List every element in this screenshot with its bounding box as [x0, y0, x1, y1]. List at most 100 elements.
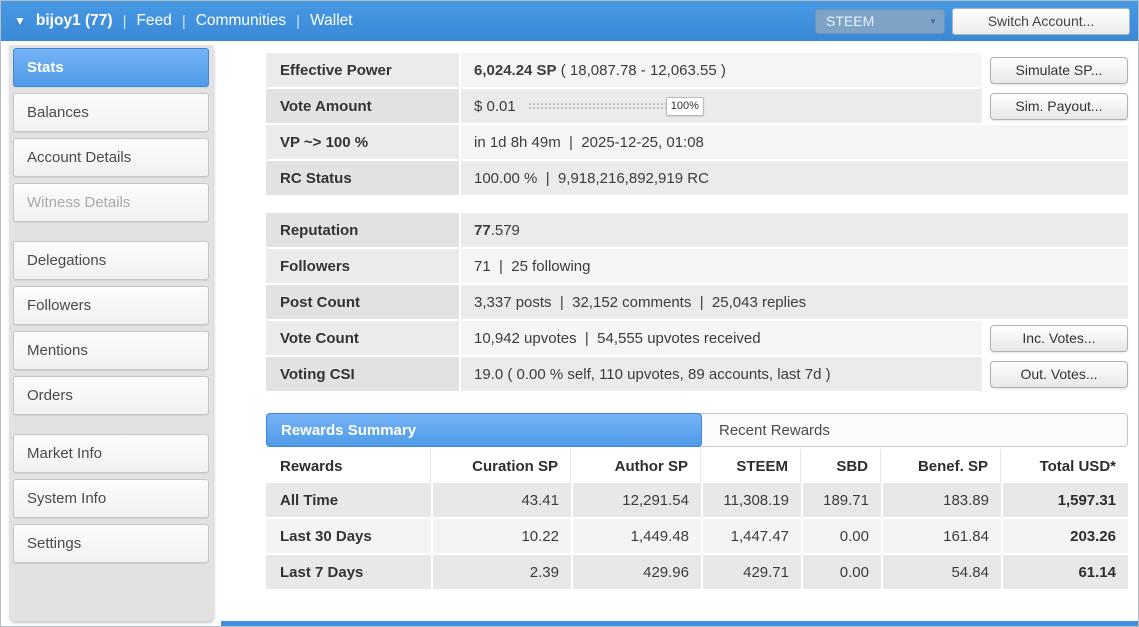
vote-count-label: Vote Count: [266, 321, 459, 355]
tab-label: Rewards Summary: [281, 421, 417, 439]
column-header-rewards: Rewards: [266, 449, 431, 483]
vote-count-value: 10,942 upvotes | 54,555 upvotes received: [461, 321, 982, 355]
cell-curation-sp: 10.22: [433, 519, 571, 553]
sidebar-item-delegations[interactable]: Delegations: [13, 241, 209, 280]
cell-author-sp: 1,449.48: [573, 519, 701, 553]
sidebar-item-label: Delegations: [27, 252, 107, 269]
vote-amount-label: Vote Amount: [266, 89, 459, 123]
token-select-value: STEEM: [826, 13, 875, 29]
sidebar-item-orders[interactable]: Orders: [13, 376, 209, 415]
cell-sbd: 0.00: [803, 519, 881, 553]
tab-label: Recent Rewards: [719, 421, 830, 439]
sidebar-item-account-details[interactable]: Account Details: [13, 138, 209, 177]
stat-row-vp-recharge: VP ~> 100 % in 1d 8h 49m | 2025-12-25, 0…: [266, 125, 1128, 159]
sidebar-item-stats[interactable]: Stats: [13, 48, 209, 87]
inc-votes-button[interactable]: Inc. Votes...: [990, 324, 1128, 352]
sidebar-item-label: Market Info: [27, 445, 103, 462]
rc-status-value: 100.00 % | 9,918,216,892,919 RC: [461, 161, 1128, 195]
effective-power-label: Effective Power: [266, 53, 459, 87]
vote-weight-slider-thumb[interactable]: 100%: [665, 96, 704, 116]
cell-steem: 1,447.47: [703, 519, 801, 553]
account-name[interactable]: bijoy1 (77): [35, 12, 113, 29]
sidebar-item-settings[interactable]: Settings: [13, 524, 209, 563]
vp-recharge-label: VP ~> 100 %: [266, 125, 459, 159]
stat-group-gap: [266, 197, 1128, 213]
rewards-table: Rewards Curation SP Author SP STEEM SBD …: [266, 449, 1128, 589]
rc-status-label: RC Status: [266, 161, 459, 195]
cell-author-sp: 12,291.54: [573, 483, 701, 517]
voting-csi-value: 19.0 ( 0.00 % self, 110 upvotes, 89 acco…: [461, 357, 982, 391]
main-content: Effective Power 6,024.24 SP ( 18,087.78 …: [266, 53, 1128, 591]
sidebar-group-gap: [12, 228, 210, 241]
simulate-sp-button[interactable]: Simulate SP...: [990, 56, 1128, 84]
sidebar-item-label: Followers: [27, 297, 92, 314]
vote-count-text: 10,942 upvotes | 54,555 upvotes received: [474, 329, 761, 347]
nav-link-wallet[interactable]: Wallet: [310, 12, 353, 29]
sidebar-item-label: Balances: [27, 104, 89, 121]
cell-sbd: 0.00: [803, 555, 881, 589]
nav-link-communities[interactable]: Communities: [195, 12, 287, 29]
vote-amount-value: $ 0.01 100%: [461, 89, 982, 123]
button-column: Sim. Payout...: [982, 89, 1128, 123]
table-row-last-7-days: Last 7 Days 2.39 429.96 429.71 0.00 54.8…: [266, 555, 1128, 589]
sim-payout-button[interactable]: Sim. Payout...: [990, 92, 1128, 120]
cell-benef-sp: 161.84: [883, 519, 1001, 553]
topbar-right-group: STEEM ▼ Switch Account...: [815, 7, 1130, 35]
effective-power-value: 6,024.24 SP ( 18,087.78 - 12,063.55 ): [461, 53, 982, 87]
voting-csi-text: 19.0 ( 0.00 % self, 110 upvotes, 89 acco…: [474, 365, 831, 383]
rc-status-text: 100.00 % | 9,918,216,892,919 RC: [474, 169, 709, 187]
stat-row-rc-status: RC Status 100.00 % | 9,918,216,892,919 R…: [266, 161, 1128, 195]
vote-weight-slider[interactable]: [527, 101, 678, 111]
sidebar-item-mentions[interactable]: Mentions: [13, 331, 209, 370]
nav-link-feed[interactable]: Feed: [136, 12, 172, 29]
token-select[interactable]: STEEM ▼: [815, 8, 945, 34]
nav-separator: |: [122, 12, 127, 30]
row-label: All Time: [266, 483, 431, 517]
reputation-value: 77 .579: [461, 213, 1128, 247]
cell-total-usd: 203.26: [1003, 519, 1128, 553]
stat-row-voting-csi: Voting CSI 19.0 ( 0.00 % self, 110 upvot…: [266, 357, 1128, 391]
voting-csi-label: Voting CSI: [266, 357, 459, 391]
vp-recharge-text: in 1d 8h 49m | 2025-12-25, 01:08: [474, 133, 704, 151]
reputation-main: 77: [474, 221, 491, 239]
stat-row-followers: Followers 71 | 25 following: [266, 249, 1128, 283]
sidebar-group-gap: [12, 421, 210, 434]
sidebar-item-balances[interactable]: Balances: [13, 93, 209, 132]
out-votes-button[interactable]: Out. Votes...: [990, 360, 1128, 388]
post-count-label: Post Count: [266, 285, 459, 319]
sidebar-item-market-info[interactable]: Market Info: [13, 434, 209, 473]
tab-recent-rewards[interactable]: Recent Rewards: [702, 414, 1127, 446]
sidebar-item-followers[interactable]: Followers: [13, 286, 209, 325]
button-column: Simulate SP...: [982, 53, 1128, 87]
row-label: Last 30 Days: [266, 519, 431, 553]
column-header-total-usd: Total USD*: [1039, 457, 1116, 475]
sidebar-item-witness-details: Witness Details: [13, 183, 209, 222]
sidebar-item-label: Witness Details: [27, 194, 131, 211]
tab-rewards-summary[interactable]: Rewards Summary: [266, 413, 702, 447]
effective-power-amount: 6,024.24 SP: [474, 61, 557, 79]
vp-recharge-value: in 1d 8h 49m | 2025-12-25, 01:08: [461, 125, 1128, 159]
button-column: Out. Votes...: [982, 357, 1128, 391]
cell-author-sp: 429.96: [573, 555, 701, 589]
cell-total-usd: 61.14: [1003, 555, 1128, 589]
sidebar: Stats Balances Account Details Witness D…: [9, 45, 213, 621]
top-bar: ▼ bijoy1 (77) | Feed | Communities | Wal…: [1, 1, 1138, 41]
reputation-decimals: .579: [490, 221, 520, 239]
rewards-tab-bar: Rewards Summary Recent Rewards: [266, 413, 1128, 447]
stat-row-vote-count: Vote Count 10,942 upvotes | 54,555 upvot…: [266, 321, 1128, 355]
table-row-last-30-days: Last 30 Days 10.22 1,449.48 1,447.47 0.0…: [266, 519, 1128, 553]
sidebar-item-system-info[interactable]: System Info: [13, 479, 209, 518]
column-header-author-sp: Author SP: [573, 449, 701, 483]
followers-value: 71 | 25 following: [461, 249, 1128, 283]
followers-label: Followers: [266, 249, 459, 283]
cell-curation-sp: 2.39: [433, 555, 571, 589]
sidebar-item-label: Account Details: [27, 149, 132, 166]
switch-account-button[interactable]: Switch Account...: [952, 7, 1130, 35]
account-dropdown-icon[interactable]: ▼: [14, 14, 26, 28]
post-count-text: 3,337 posts | 32,152 comments | 25,043 r…: [474, 293, 807, 311]
stat-row-effective-power: Effective Power 6,024.24 SP ( 18,087.78 …: [266, 53, 1128, 87]
column-header-sbd: SBD: [803, 449, 881, 483]
table-row-all-time: All Time 43.41 12,291.54 11,308.19 189.7…: [266, 483, 1128, 517]
footer-strip: [221, 621, 1138, 626]
sidebar-item-label: Mentions: [27, 342, 88, 359]
